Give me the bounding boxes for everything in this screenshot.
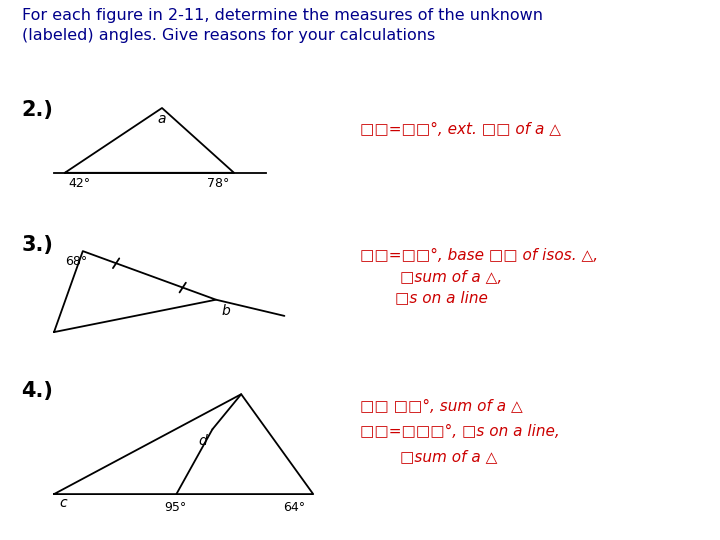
Text: (labeled) angles. Give reasons for your calculations: (labeled) angles. Give reasons for your …: [22, 28, 435, 43]
Text: □□=□□□°, □s on a line,: □□=□□□°, □s on a line,: [360, 424, 559, 439]
Text: 2.): 2.): [22, 100, 53, 120]
Text: 4.): 4.): [22, 381, 53, 401]
Text: □sum of a △,: □sum of a △,: [400, 270, 502, 285]
Text: 3.): 3.): [22, 235, 53, 255]
Text: d: d: [199, 434, 207, 448]
Text: 68°: 68°: [65, 255, 87, 268]
Text: □□=□□°, base □□ of isos. △,: □□=□□°, base □□ of isos. △,: [360, 248, 598, 264]
Text: For each figure in 2-11, determine the measures of the unknown: For each figure in 2-11, determine the m…: [22, 8, 543, 23]
Text: 64°: 64°: [283, 501, 305, 514]
Text: 78°: 78°: [207, 177, 230, 190]
Text: 95°: 95°: [164, 501, 186, 514]
Text: □sum of a △: □sum of a △: [400, 449, 497, 464]
Text: 42°: 42°: [68, 177, 91, 190]
Text: □s on a line: □s on a line: [395, 291, 487, 306]
Text: □□ □□°, sum of a △: □□ □□°, sum of a △: [360, 399, 523, 414]
Text: □□=□□°, ext. □□ of a △: □□=□□°, ext. □□ of a △: [360, 122, 561, 137]
Text: c: c: [59, 496, 67, 510]
Text: b: b: [222, 304, 230, 318]
Text: a: a: [157, 112, 166, 126]
